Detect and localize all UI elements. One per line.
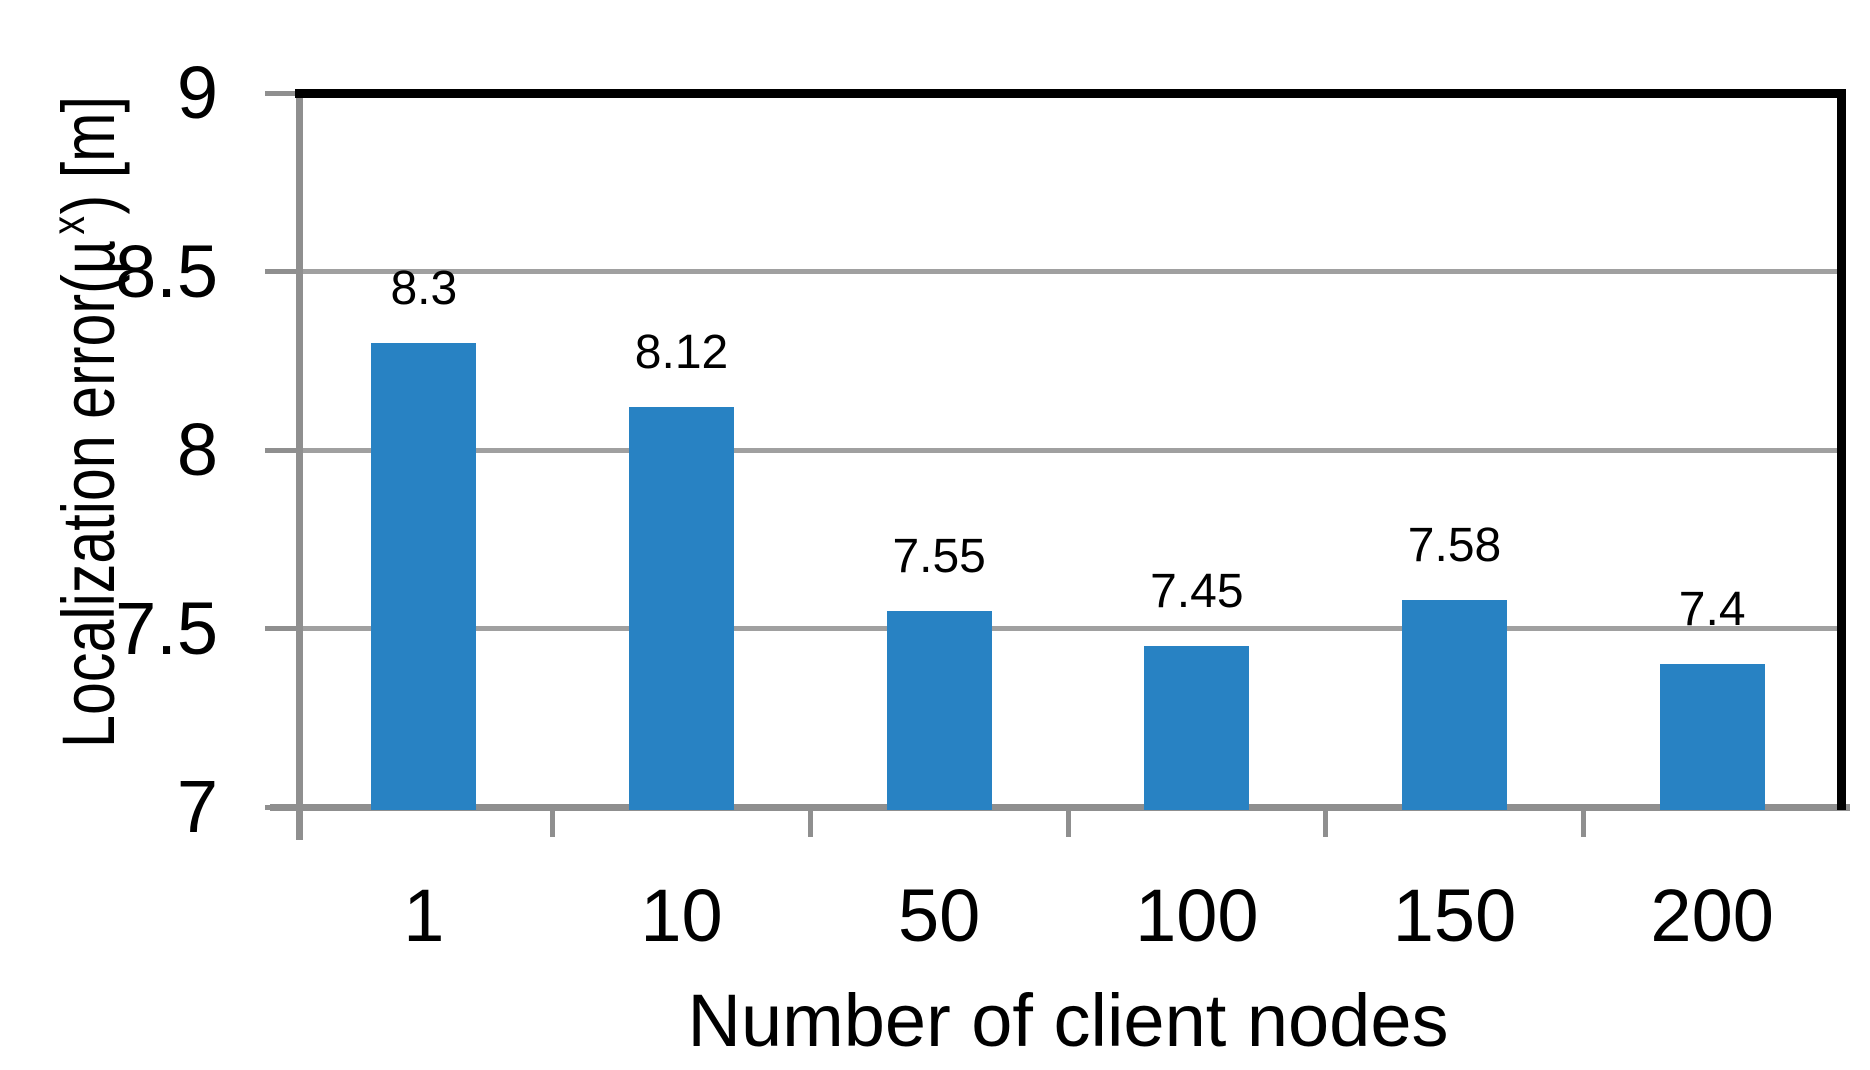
bar-value-label: 7.58 xyxy=(1407,518,1502,572)
bar xyxy=(371,342,477,810)
x-category-label: 1 xyxy=(403,874,445,957)
x-tick-mark xyxy=(1323,807,1329,837)
x-category-label: 50 xyxy=(898,874,981,957)
x-tick-mark xyxy=(1065,807,1071,837)
y-tick-mark xyxy=(265,90,301,96)
y-axis-line xyxy=(296,93,303,840)
y-tick-mark xyxy=(265,269,301,274)
x-tick-mark xyxy=(550,807,556,837)
bar xyxy=(1402,599,1507,810)
x-category-label: 150 xyxy=(1392,874,1517,957)
y-tick-label: 8.5 xyxy=(115,229,218,313)
y-tick-label: 7 xyxy=(176,765,218,848)
x-tick-mark xyxy=(807,807,813,837)
bar xyxy=(886,610,992,810)
bar xyxy=(629,407,734,810)
gridline xyxy=(293,626,1846,631)
bar-value-label: 7.45 xyxy=(1150,565,1244,619)
gridline xyxy=(293,269,1846,274)
bar-value-label: 7.55 xyxy=(892,529,986,583)
x-tick-mark xyxy=(1580,807,1586,837)
y-tick-label: 8 xyxy=(176,408,218,491)
bar-value-label: 7.4 xyxy=(1678,583,1746,637)
y-axis-title-text: Localization error(µ xyxy=(47,240,130,748)
x-axis-title: Number of client nodes xyxy=(687,979,1449,1062)
y-tick-label: 7.5 xyxy=(115,586,218,670)
bar xyxy=(1144,646,1250,810)
bar-value-label: 8.12 xyxy=(634,326,729,380)
y-tick-mark xyxy=(265,447,301,453)
plot-border-right xyxy=(1837,89,1846,810)
plot-border-top xyxy=(295,89,1846,98)
bar-value-label: 8.3 xyxy=(390,261,458,315)
x-category-label: 200 xyxy=(1650,874,1774,957)
y-axis-title-superscript: x xyxy=(42,216,94,235)
y-tick-label: 9 xyxy=(176,51,218,134)
y-tick-mark xyxy=(265,626,301,631)
x-category-label: 10 xyxy=(640,874,723,957)
x-axis-line xyxy=(270,804,1850,811)
gridline xyxy=(293,447,1846,453)
bar xyxy=(1659,664,1765,810)
x-category-label: 100 xyxy=(1135,874,1259,957)
